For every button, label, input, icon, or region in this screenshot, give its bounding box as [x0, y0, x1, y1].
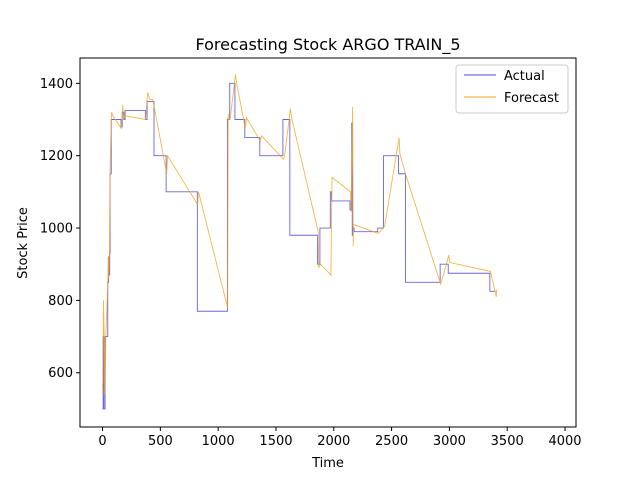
- y-axis-label: Stock Price: [16, 207, 31, 279]
- legend-label-forecast: Forecast: [504, 91, 559, 106]
- x-tick-label: 2000: [317, 434, 350, 449]
- x-tick-label: 0: [98, 434, 106, 449]
- x-tick-label: 1000: [202, 434, 235, 449]
- y-tick-label: 1000: [40, 222, 73, 237]
- x-tick-label: 1500: [259, 434, 292, 449]
- y-axis: 600 800 1000 1200 1400: [40, 77, 80, 381]
- series-line-forecast: [102, 74, 498, 395]
- x-tick-label: 3500: [491, 434, 524, 449]
- legend-frame: [455, 64, 569, 114]
- series-layer: [102, 74, 498, 410]
- legend: Actual Forecast: [455, 64, 569, 114]
- y-tick-label: 600: [48, 366, 73, 381]
- y-tick-label: 1200: [40, 149, 73, 164]
- legend-label-actual: Actual: [504, 69, 545, 84]
- x-tick-label: 2500: [375, 434, 408, 449]
- y-tick-label: 800: [48, 294, 73, 309]
- x-tick-label: 3000: [433, 434, 466, 449]
- plot-area: [79, 57, 577, 428]
- y-tick-label: 1400: [40, 77, 73, 92]
- plot-frame: [79, 57, 577, 428]
- chart-title: Forecasting Stock ARGO TRAIN_5: [195, 35, 460, 55]
- x-tick-label: 4000: [548, 434, 581, 449]
- x-tick-label: 500: [148, 434, 173, 449]
- x-axis: 0 500 1000 1500 2000 2500 3000 3500 4000: [98, 427, 582, 449]
- x-axis-label: Time: [311, 456, 344, 471]
